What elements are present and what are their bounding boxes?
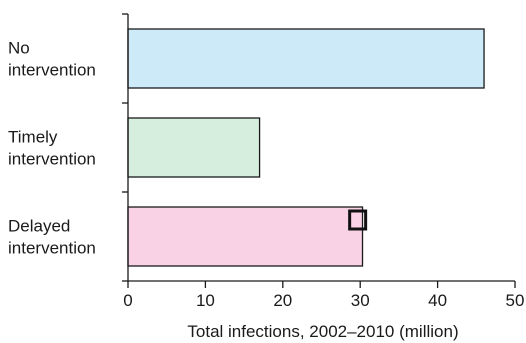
x-tick-label-2: 20 <box>273 291 292 310</box>
category-label-1: Timely intervention <box>8 128 96 169</box>
x-axis-title: Total infections, 2002–2010 (million) <box>187 322 458 341</box>
x-axis-ticks: 0 10 20 30 40 50 <box>123 281 524 310</box>
y-axis-ticks <box>122 13 128 282</box>
category-labels: No intervention Timely intervention Delayed i… <box>8 39 96 258</box>
highlight-marker <box>348 209 368 231</box>
bar-0 <box>127 28 485 89</box>
category-label-0-line-1: intervention <box>8 61 96 80</box>
category-label-2-line-1: intervention <box>8 239 96 258</box>
category-label-1-line-1: intervention <box>8 150 96 169</box>
x-tick-label-3: 30 <box>351 291 370 310</box>
category-label-0: No intervention <box>8 39 96 80</box>
x-tick-label-5: 50 <box>506 291 525 310</box>
category-label-0-line-0: No <box>8 39 30 58</box>
bar-2 <box>127 206 364 267</box>
x-tick-label-4: 40 <box>428 291 447 310</box>
category-label-2: Delayed intervention <box>8 217 96 258</box>
category-label-2-line-0: Delayed <box>8 217 70 236</box>
bars-group <box>127 28 485 267</box>
x-tick-label-1: 10 <box>196 291 215 310</box>
category-label-1-line-0: Timely <box>8 128 58 147</box>
bar-1 <box>127 117 261 178</box>
marker-layer <box>348 209 368 231</box>
x-tick-label-0: 0 <box>123 291 132 310</box>
